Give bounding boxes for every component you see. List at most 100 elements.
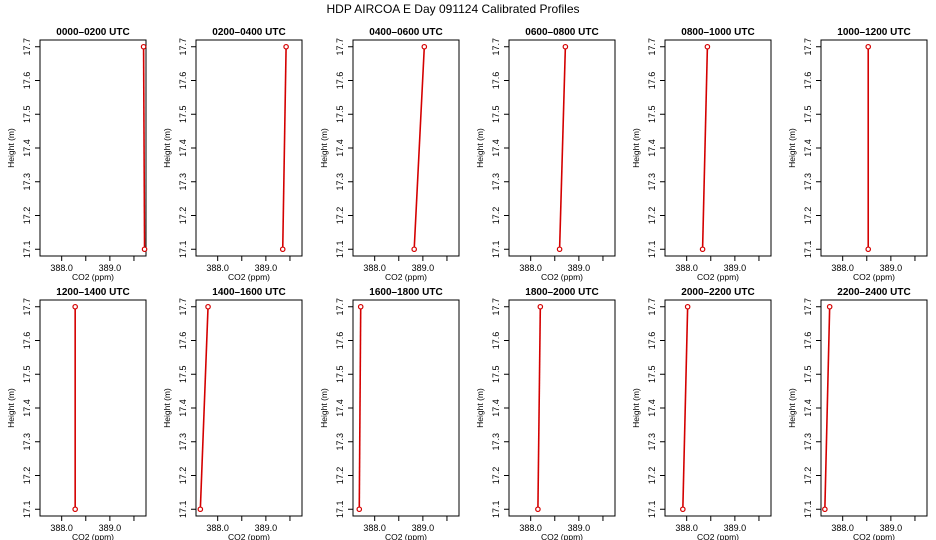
y-tick-label: 17.2	[491, 207, 501, 225]
x-tick-label: 389.0	[880, 263, 903, 273]
plot-frame	[352, 299, 460, 517]
y-axis-label: Height (m)	[319, 128, 329, 168]
y-tick-label: 17.6	[803, 332, 813, 350]
panels-grid: 0000–0200 UTC 388.0 389.0 17.1 17.2 17.3 17.4 1…	[6, 27, 928, 540]
panel-title: 0800–1000 UTC	[681, 27, 754, 38]
profile-panel: 1200–1400 UTC 388.0 389.0 17.1 17.2 17.3 17.4 1…	[6, 287, 147, 540]
y-tick-label: 17.1	[647, 240, 657, 258]
profile-line	[413, 46, 426, 250]
profile-point	[684, 303, 691, 310]
y-axis-label: Height (m)	[631, 388, 641, 428]
profile-line	[358, 306, 362, 510]
y-axis-label: Height (m)	[475, 128, 485, 168]
plot-frame	[39, 299, 147, 517]
profile-point	[283, 43, 289, 50]
x-tick-label: 389.0	[568, 523, 591, 533]
profile-point	[205, 303, 211, 310]
plot-frame	[352, 39, 460, 257]
y-tick-label: 17.2	[335, 467, 345, 485]
x-tick-label: 389.0	[724, 263, 747, 273]
y-tick-label: 17.7	[335, 298, 345, 316]
y-axis-label: Height (m)	[162, 388, 172, 428]
y-tick-label: 17.3	[803, 173, 813, 191]
y-tick-label: 17.4	[491, 139, 501, 157]
y-tick-label: 17.3	[22, 173, 32, 191]
profile-panel: 0200–0400 UTC 388.0 389.0 17.1 17.2 17.3 17.4 1…	[162, 27, 303, 282]
y-tick-label: 17.6	[335, 72, 345, 90]
profile-panel: 2200–2400 UTC 388.0 389.0 17.1 17.2 17.3 17.4 1…	[787, 287, 928, 540]
y-tick-label: 17.4	[178, 139, 188, 157]
y-tick-label: 17.3	[647, 433, 657, 451]
y-tick-label: 17.1	[647, 500, 657, 518]
x-tick-label: 389.0	[255, 523, 278, 533]
y-tick-label: 17.7	[803, 298, 813, 316]
x-axis-label: CO2 (ppm)	[72, 532, 114, 540]
profile-panel: 1400–1600 UTC 388.0 389.0 17.1 17.2 17.3 17.4 1…	[162, 287, 303, 540]
panel-title: 0000–0200 UTC	[56, 27, 129, 38]
x-axis-label: CO2 (ppm)	[853, 272, 895, 282]
y-axis-label: Height (m)	[475, 388, 485, 428]
plot-frame	[39, 39, 147, 257]
profile-point	[411, 246, 417, 253]
x-axis-label: CO2 (ppm)	[72, 272, 114, 282]
x-axis-label: CO2 (ppm)	[853, 532, 895, 540]
profile-panel: 2000–2200 UTC 388.0 389.0 17.1 17.2 17.3 17.4 1…	[631, 287, 772, 540]
y-tick-label: 17.7	[803, 38, 813, 56]
profile-point	[556, 246, 563, 253]
y-tick-label: 17.6	[647, 72, 657, 90]
y-tick-label: 17.7	[491, 298, 501, 316]
y-tick-label: 17.6	[491, 72, 501, 90]
x-tick-label: 388.0	[519, 263, 542, 273]
x-tick-label: 388.0	[363, 523, 386, 533]
y-tick-label: 17.2	[335, 207, 345, 225]
y-tick-label: 17.1	[335, 500, 345, 518]
y-tick-label: 17.1	[22, 500, 32, 518]
y-tick-label: 17.5	[803, 105, 813, 123]
y-tick-label: 17.3	[803, 433, 813, 451]
profile-point	[562, 43, 569, 50]
plot-frame	[664, 299, 772, 517]
y-tick-label: 17.5	[647, 105, 657, 123]
profile-line	[199, 306, 209, 510]
x-axis-label: CO2 (ppm)	[385, 532, 427, 540]
y-tick-label: 17.4	[647, 399, 657, 417]
profile-panel: 1800–2000 UTC 388.0 389.0 17.1 17.2 17.3 17.4 1…	[475, 287, 616, 540]
y-tick-label: 17.7	[647, 38, 657, 56]
panel-title: 2000–2200 UTC	[681, 287, 754, 298]
x-axis-label: CO2 (ppm)	[541, 272, 583, 282]
y-tick-label: 17.4	[22, 139, 32, 157]
x-tick-label: 389.0	[568, 263, 591, 273]
y-tick-label: 17.1	[22, 240, 32, 258]
x-axis-label: CO2 (ppm)	[697, 272, 739, 282]
panel-title: 1600–1800 UTC	[369, 287, 442, 298]
panel-title: 0600–0800 UTC	[525, 27, 598, 38]
plot-frame	[820, 39, 928, 257]
profile-line	[824, 306, 831, 510]
y-tick-label: 17.5	[22, 365, 32, 383]
y-tick-label: 17.2	[803, 467, 813, 485]
plot-frame	[820, 299, 928, 517]
profile-line	[537, 306, 542, 510]
y-tick-label: 17.2	[22, 467, 32, 485]
y-tick-label: 17.5	[335, 105, 345, 123]
x-tick-label: 389.0	[724, 523, 747, 533]
profile-point	[72, 303, 78, 310]
y-tick-label: 17.5	[178, 105, 188, 123]
y-tick-label: 17.2	[178, 207, 188, 225]
profile-point	[865, 246, 872, 253]
y-tick-label: 17.6	[178, 72, 188, 90]
y-tick-label: 17.3	[491, 433, 501, 451]
y-tick-label: 17.3	[335, 433, 345, 451]
profile-line	[281, 46, 287, 250]
profile-panel: 0800–1000 UTC 388.0 389.0 17.1 17.2 17.3 17.4 1…	[631, 27, 772, 282]
x-tick-label: 388.0	[363, 263, 386, 273]
y-tick-label: 17.6	[335, 332, 345, 350]
y-tick-label: 17.1	[491, 240, 501, 258]
y-tick-label: 17.6	[178, 332, 188, 350]
profile-panel: 0000–0200 UTC 388.0 389.0 17.1 17.2 17.3 17.4 1…	[6, 27, 148, 282]
profile-point	[141, 246, 148, 253]
profile-point	[356, 506, 363, 513]
figure-title: HDP AIRCOA E Day 091124 Calibrated Profi…	[326, 2, 579, 16]
profile-point	[865, 43, 872, 50]
